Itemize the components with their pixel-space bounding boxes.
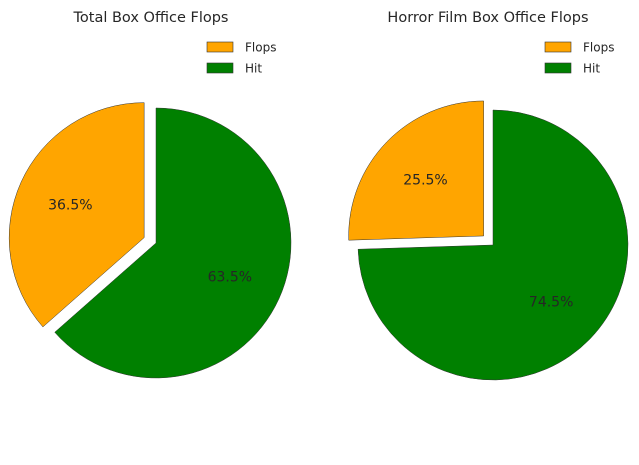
slice-label-hit: 74.5% xyxy=(529,294,573,310)
legend: Flops Hit xyxy=(206,41,276,76)
pie-chart-total: Total Box Office Flops 36.5% 63.5% Flops … xyxy=(8,10,292,379)
legend: Flops Hit xyxy=(544,41,614,76)
legend-label-hit: Hit xyxy=(583,62,600,76)
pie-slice-flops xyxy=(8,102,145,328)
chart-title: Horror Film Box Office Flops xyxy=(387,10,588,26)
pie-slice-hit xyxy=(357,109,629,381)
chart-title: Total Box Office Flops xyxy=(73,10,229,26)
legend-swatch-hit xyxy=(544,62,572,74)
slice-label-flops: 25.5% xyxy=(403,173,447,189)
slice-label-hit: 63.5% xyxy=(208,269,252,285)
legend-swatch-hit xyxy=(206,62,234,74)
pie-slice-hit xyxy=(54,107,292,379)
legend-label-flops: Flops xyxy=(583,41,614,55)
pie-slices: 25.5% 74.5% xyxy=(348,100,629,381)
slice-label-flops: 36.5% xyxy=(48,197,92,213)
legend-swatch-flops xyxy=(544,41,572,53)
legend-label-flops: Flops xyxy=(245,41,276,55)
pie-slices: 36.5% 63.5% xyxy=(8,102,292,379)
legend-swatch-flops xyxy=(206,41,234,53)
legend-label-hit: Hit xyxy=(245,62,262,76)
pie-chart-horror: Horror Film Box Office Flops 25.5%74.5% … xyxy=(348,10,629,381)
pie-slice-flops xyxy=(348,100,484,241)
